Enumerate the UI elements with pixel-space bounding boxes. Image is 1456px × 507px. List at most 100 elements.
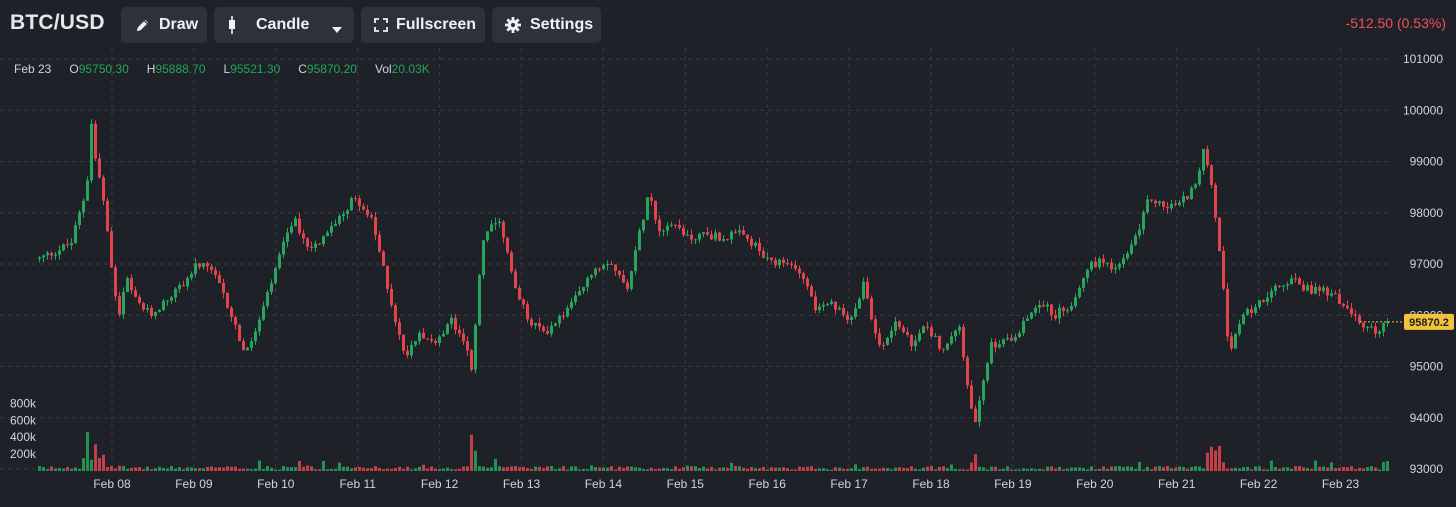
candle-body [906, 331, 909, 335]
candle-body [286, 232, 289, 242]
volume-bar [354, 467, 357, 471]
candle-body [1186, 196, 1189, 200]
volume-bar [498, 466, 501, 471]
date-tick-label: Feb 08 [93, 477, 131, 491]
candle-body [1198, 170, 1201, 185]
volume-bar [734, 465, 737, 471]
volume-bar [1222, 462, 1225, 471]
volume-bar [314, 469, 317, 471]
volume-bar [818, 468, 821, 471]
volume-bar [174, 468, 177, 471]
candle-body [870, 298, 873, 320]
volume-bar [798, 466, 801, 471]
volume-bar [594, 467, 597, 471]
candle-body [1130, 244, 1133, 254]
date-tick-label: Feb 20 [1076, 477, 1114, 491]
volume-bar [666, 468, 669, 471]
volume-bar [138, 467, 141, 471]
volume-bar [194, 468, 197, 471]
symbol-title: BTC/USD [10, 11, 105, 34]
volume-bar [450, 469, 453, 471]
volume-bar [1038, 468, 1041, 471]
chart-type-dropdown[interactable]: Candle [214, 7, 354, 43]
volume-bar [1250, 469, 1253, 471]
volume-bar [150, 469, 153, 471]
candle-body [654, 200, 657, 220]
volume-bar [750, 467, 753, 471]
candle-body [1262, 300, 1265, 302]
candle-body [594, 268, 597, 276]
candle-body [1282, 285, 1285, 287]
candle-body [82, 200, 85, 213]
volume-bar [470, 434, 473, 471]
volume-bar [70, 468, 73, 471]
volume-bar [1318, 466, 1321, 471]
candle-body [606, 263, 609, 266]
candle-body [754, 242, 757, 246]
candle-body [1166, 206, 1169, 209]
volume-bar [870, 468, 873, 471]
volume-bar [390, 468, 393, 471]
candle-body [1002, 339, 1005, 345]
candle-body [94, 123, 97, 159]
candle-body [450, 317, 453, 325]
volume-bar [1094, 469, 1097, 471]
date-tick-label: Feb 19 [994, 477, 1032, 491]
volume-bar [306, 465, 309, 471]
candle-body [446, 324, 449, 334]
candle-body [582, 287, 585, 292]
volume-bar [646, 469, 649, 471]
volume-bar [54, 468, 57, 471]
candle-body [1266, 297, 1269, 302]
candle-body [214, 270, 217, 276]
candle-body [454, 317, 457, 330]
candle-body [42, 255, 45, 258]
volume-bar [654, 469, 657, 471]
candle-body [242, 340, 245, 351]
candle-body [890, 330, 893, 338]
volume-bar [774, 467, 777, 471]
volume-bar [554, 469, 557, 471]
volume-bar [1066, 468, 1069, 471]
volume-bar [38, 465, 41, 471]
candle-body [226, 292, 229, 308]
candle-body [326, 232, 329, 237]
volume-bar [614, 469, 617, 471]
candle-body [802, 273, 805, 279]
volume-bar [1182, 467, 1185, 471]
candle-body [494, 223, 497, 225]
candle-body [282, 241, 285, 255]
draw-button[interactable]: Draw [121, 7, 207, 43]
candle-body [1142, 212, 1145, 230]
volume-bar [606, 467, 609, 471]
volume-bar [290, 467, 293, 471]
candle-body [98, 158, 101, 178]
volume-bar [802, 467, 805, 471]
candle-body [294, 218, 297, 227]
volume-bar [782, 467, 785, 471]
candle-body [1118, 264, 1121, 268]
volume-bar [130, 467, 133, 471]
fullscreen-button[interactable]: Fullscreen [361, 7, 485, 43]
candle-body [426, 338, 429, 340]
settings-button[interactable]: Settings [492, 7, 601, 43]
candle-body [1078, 287, 1081, 298]
volume-bar [122, 465, 125, 471]
draw-label: Draw [159, 16, 199, 33]
volume-bar [210, 466, 213, 471]
volume-bar [1146, 466, 1149, 471]
legend-close-label: C [298, 62, 307, 76]
volume-bar [1138, 461, 1141, 471]
volume-bar [778, 467, 781, 471]
volume-bar [610, 466, 613, 471]
candle-body [1214, 184, 1217, 218]
candle-body [1342, 303, 1345, 306]
candle-body [902, 327, 905, 332]
volume-bar [1186, 468, 1189, 471]
candle-body [738, 230, 741, 233]
volume-bar [134, 467, 137, 471]
price-chart[interactable]: 9300094000950009600097000980009900010000… [0, 48, 1456, 507]
candle-body [1114, 267, 1117, 270]
candle-body [498, 221, 501, 224]
volume-bar [998, 469, 1001, 471]
